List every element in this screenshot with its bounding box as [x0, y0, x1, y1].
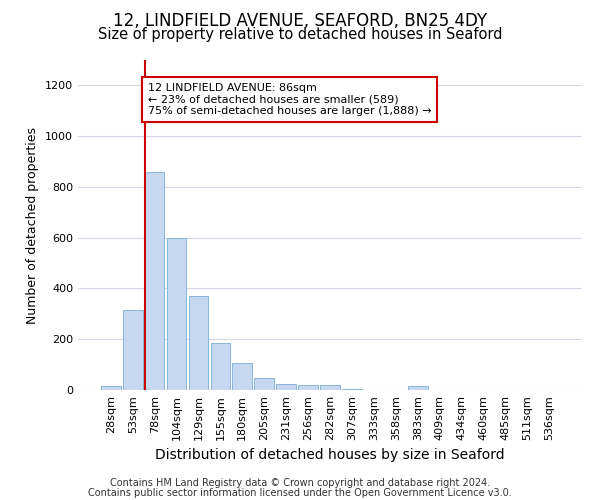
Bar [408, 386, 428, 390]
Bar [145, 172, 164, 390]
Y-axis label: Number of detached properties: Number of detached properties [26, 126, 40, 324]
Text: Size of property relative to detached houses in Seaford: Size of property relative to detached ho… [98, 28, 502, 42]
Bar [101, 386, 121, 390]
Bar [167, 238, 187, 390]
Bar [342, 388, 362, 390]
Bar [188, 296, 208, 390]
Text: 12, LINDFIELD AVENUE, SEAFORD, BN25 4DY: 12, LINDFIELD AVENUE, SEAFORD, BN25 4DY [113, 12, 487, 30]
X-axis label: Distribution of detached houses by size in Seaford: Distribution of detached houses by size … [155, 448, 505, 462]
Bar [254, 378, 274, 390]
Text: 12 LINDFIELD AVENUE: 86sqm
← 23% of detached houses are smaller (589)
75% of sem: 12 LINDFIELD AVENUE: 86sqm ← 23% of deta… [148, 83, 431, 116]
Bar [320, 385, 340, 390]
Bar [211, 343, 230, 390]
Text: Contains public sector information licensed under the Open Government Licence v3: Contains public sector information licen… [88, 488, 512, 498]
Text: Contains HM Land Registry data © Crown copyright and database right 2024.: Contains HM Land Registry data © Crown c… [110, 478, 490, 488]
Bar [276, 384, 296, 390]
Bar [298, 386, 318, 390]
Bar [232, 364, 252, 390]
Bar [123, 310, 143, 390]
